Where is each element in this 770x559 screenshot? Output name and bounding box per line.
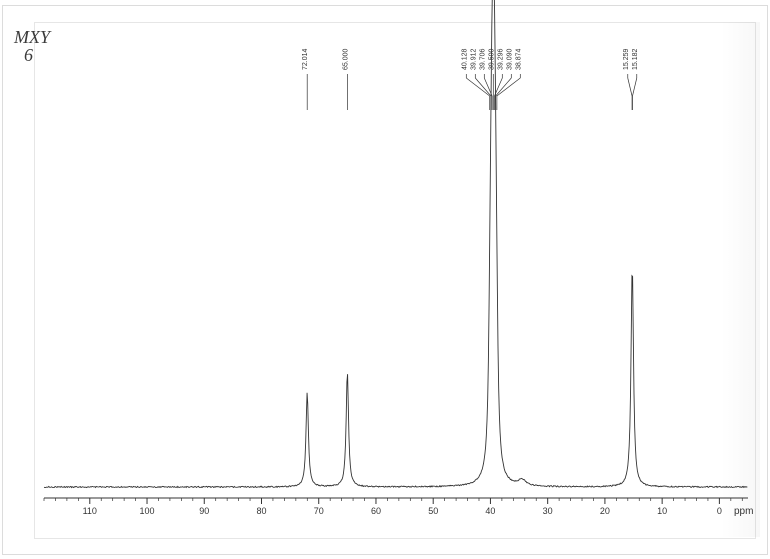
peak-value-label: 39.912 [470,48,477,70]
peak-value-label: 65.000 [342,48,349,70]
peak-label-branch [628,78,632,96]
peak-value-label: 39.500 [488,48,495,70]
x-tick-label: 40 [485,506,495,516]
x-tick-label: 0 [717,506,722,516]
peak-value-label: 39.706 [479,48,486,70]
peak-value-label: 72.014 [302,48,309,70]
peak-value-label: 15.259 [623,48,630,70]
peak-value-label: 40.128 [461,48,468,70]
spectrum-trace [44,0,747,488]
peak-value-label: 39.090 [506,48,513,70]
x-tick-label: 100 [140,506,155,516]
x-tick-label: 110 [83,506,97,516]
x-axis-label: ppm [734,506,753,517]
nmr-spectrum-svg: 1101009080706050403020100ppm72.01465.000… [0,0,770,559]
peak-value-label: 38.874 [515,48,522,70]
x-tick-label: 10 [657,506,667,516]
nmr-spectrum-page: MXY 6 { "annotation": { "line1": "MXY", … [0,0,770,559]
x-tick-label: 60 [371,506,381,516]
x-tick-label: 90 [199,506,209,516]
peak-value-label: 39.296 [497,48,504,70]
x-tick-label: 50 [428,506,438,516]
x-tick-label: 70 [314,506,324,516]
x-tick-label: 80 [256,506,266,516]
peak-value-label: 15.182 [632,48,639,70]
x-tick-label: 30 [543,506,553,516]
peak-label-branch [632,78,636,96]
x-tick-label: 20 [600,506,610,516]
